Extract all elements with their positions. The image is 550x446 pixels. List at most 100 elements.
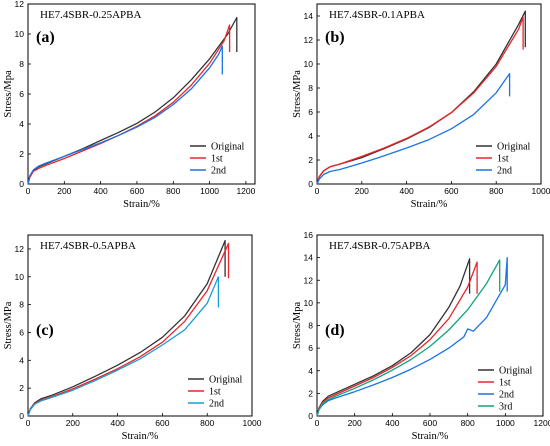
- x-tick-label: 400: [400, 186, 414, 196]
- x-tick-label: 1000: [200, 186, 219, 196]
- series-line-1st: [27, 24, 231, 185]
- y-tick-label: 10: [15, 272, 25, 282]
- x-tick-label: 0: [315, 186, 320, 196]
- x-axis-label: Strain/%: [411, 199, 448, 210]
- y-tick-label: 8: [19, 59, 24, 69]
- y-axis-label: Stress/MPa: [3, 301, 14, 349]
- x-tick-label: 0: [26, 186, 31, 196]
- series-line-2nd: [316, 256, 508, 417]
- x-tick-label: 0: [315, 418, 320, 428]
- chart-title: HE7.4SBR-0.25APBA: [40, 9, 142, 21]
- legend-label: 3rd: [499, 402, 512, 413]
- y-tick-label: 2: [308, 388, 313, 398]
- y-tick-label: 16: [304, 230, 314, 240]
- y-tick-label: 4: [308, 131, 313, 141]
- y-axis-label: Stress/Mpa: [3, 70, 14, 118]
- chart-panel-1: 0 200 400 600 800 1000 1200 0 2 4 6 8 10 12 Strain/% St…: [3, 0, 256, 210]
- x-tick-label: 400: [94, 186, 108, 196]
- panel-label: (a): [36, 29, 55, 46]
- y-axis-label: Stress/MPa: [292, 70, 303, 118]
- x-tick-label: 1000: [243, 418, 262, 428]
- x-tick-label: 600: [423, 418, 437, 428]
- series-line-3rd: [316, 259, 501, 417]
- y-tick-label: 12: [304, 35, 314, 45]
- series-line-original: [27, 16, 238, 185]
- x-tick-label: 600: [444, 186, 458, 196]
- legend-label: 2nd: [499, 390, 514, 401]
- y-tick-label: 6: [308, 343, 313, 353]
- x-tick-label: 1000: [532, 186, 550, 196]
- y-tick-label: 2: [308, 155, 313, 165]
- panel-label: (c): [36, 322, 54, 339]
- y-tick-label: 10: [15, 29, 25, 39]
- series-line-1st: [316, 16, 524, 185]
- x-tick-label: 400: [385, 418, 399, 428]
- x-tick-label: 200: [348, 418, 362, 428]
- x-tick-label: 400: [111, 418, 125, 428]
- x-tick-label: 1200: [236, 186, 255, 196]
- panel-label: (d): [325, 322, 345, 339]
- chart-panel-2: 0 200 400 600 800 1000 0 2 4 6 8 10 12 14 Strain/% Stre…: [292, 3, 550, 210]
- x-tick-label: 800: [461, 418, 475, 428]
- y-tick-label: 4: [19, 119, 24, 129]
- y-tick-label: 0: [19, 411, 24, 421]
- legend-label: 1st: [497, 154, 509, 165]
- panel-label: (b): [325, 29, 345, 46]
- y-tick-label: 0: [308, 411, 313, 421]
- legend-label: 2nd: [211, 166, 226, 177]
- series-line-1st: [316, 261, 478, 417]
- x-axis-label: Strain/%: [123, 199, 160, 210]
- y-tick-label: 12: [15, 0, 25, 9]
- legend-label: 1st: [209, 387, 221, 398]
- plot-frame: [316, 3, 542, 185]
- series-line-2nd: [27, 45, 223, 185]
- y-tick-label: 12: [304, 275, 314, 285]
- y-tick-label: 10: [304, 59, 314, 69]
- y-tick-label: 12: [15, 244, 25, 254]
- y-tick-label: 8: [308, 83, 313, 93]
- legend-label: 1st: [499, 378, 511, 389]
- x-tick-label: 1200: [534, 418, 550, 428]
- y-tick-label: 4: [19, 355, 24, 365]
- legend-label: Original: [211, 142, 245, 153]
- y-tick-label: 2: [19, 383, 24, 393]
- x-tick-label: 0: [26, 418, 31, 428]
- chart-title: HE7.4SBR-0.75APBA: [329, 240, 431, 252]
- legend-label: Original: [499, 366, 533, 377]
- y-tick-label: 8: [19, 300, 24, 310]
- x-tick-label: 800: [200, 418, 214, 428]
- y-tick-label: 8: [308, 321, 313, 331]
- legend-label: 1st: [211, 154, 223, 165]
- chart-title: HE7.4SBR-0.1APBA: [329, 9, 425, 21]
- y-tick-label: 4: [308, 366, 313, 376]
- y-axis-label: Stress/Mpa: [292, 302, 303, 350]
- series-line-original: [316, 258, 471, 417]
- legend-label: Original: [209, 375, 243, 386]
- chart-panel-4: 0 200 400 600 800 1000 1200 0 2 4 6 8 10 12 14 16 Strain…: [292, 230, 550, 442]
- x-axis-label: Strain/%: [122, 431, 159, 442]
- x-tick-label: 800: [489, 186, 503, 196]
- legend-label: 2nd: [497, 166, 512, 177]
- chart-title: HE7.4SBR-0.5APBA: [40, 240, 136, 252]
- plot-frame: [27, 234, 253, 417]
- x-axis-label: Strain/%: [412, 431, 449, 442]
- y-tick-label: 14: [304, 11, 314, 21]
- y-tick-label: 0: [19, 179, 24, 189]
- x-tick-label: 800: [166, 186, 180, 196]
- y-tick-label: 14: [304, 253, 314, 263]
- series-line-2nd: [316, 72, 511, 185]
- x-tick-label: 600: [155, 418, 169, 428]
- legend-label: 2nd: [209, 399, 224, 410]
- x-tick-label: 200: [355, 186, 369, 196]
- series-line-original: [27, 239, 226, 417]
- y-tick-label: 6: [19, 89, 24, 99]
- series-line-1st: [27, 242, 230, 417]
- y-tick-label: 10: [304, 298, 314, 308]
- legend-label: Original: [497, 142, 531, 153]
- x-tick-label: 200: [66, 418, 80, 428]
- y-tick-label: 6: [308, 107, 313, 117]
- series-line-2nd: [27, 276, 220, 417]
- series-line-original: [316, 10, 526, 185]
- x-tick-label: 600: [130, 186, 144, 196]
